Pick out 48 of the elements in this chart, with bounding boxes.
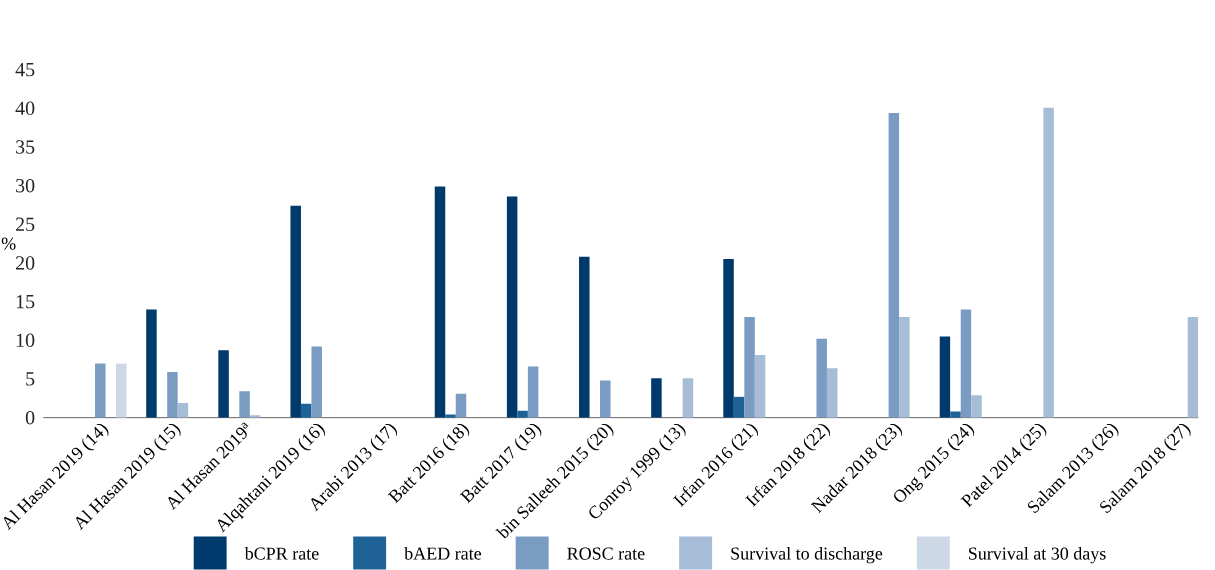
legend-label: bCPR rate [244, 546, 319, 560]
bar [939, 336, 951, 418]
bar [960, 309, 972, 418]
bar [434, 186, 446, 418]
bar [888, 112, 900, 418]
y-tick-label: 15 [16, 294, 35, 309]
bar [311, 346, 322, 418]
y-tick-label: 0 [25, 410, 35, 425]
bar [651, 378, 662, 418]
y-tick-label: 30 [16, 178, 35, 193]
bar [527, 366, 539, 418]
bar [1043, 107, 1054, 418]
bar [826, 368, 838, 418]
bar [899, 317, 910, 418]
bar [971, 395, 982, 418]
bar [167, 372, 178, 418]
bar [579, 256, 590, 418]
y-tick-label: 10 [16, 333, 35, 348]
legend-label: Survival at 30 days [969, 546, 1106, 564]
bar [177, 402, 189, 418]
bar [517, 410, 528, 418]
bar [744, 317, 755, 418]
bar [506, 196, 518, 418]
legend-label: bAED rate [404, 546, 482, 560]
bar [723, 259, 734, 418]
y-tick-label: 5 [26, 372, 35, 386]
bar [600, 380, 611, 418]
bar [733, 396, 745, 418]
bar [146, 309, 157, 418]
y-tick-label: 20 [15, 256, 35, 270]
bar [754, 355, 766, 418]
bar [218, 350, 229, 418]
legend-label: Survival to discharge [731, 546, 883, 564]
bar [816, 338, 827, 418]
bar [455, 393, 467, 418]
legend-label: ROSC rate [567, 547, 645, 560]
y-tick-label: 45 [15, 62, 35, 77]
bar [239, 391, 250, 418]
bar [290, 205, 301, 418]
y-tick-label: 25 [15, 217, 35, 232]
y-axis-title: % [1, 237, 16, 250]
y-tick-label: 40 [15, 101, 35, 116]
bar [95, 363, 106, 418]
bar [682, 378, 694, 418]
bar [1187, 317, 1199, 418]
bar [950, 411, 961, 418]
y-tick-label: 35 [16, 140, 35, 154]
bar [116, 363, 127, 418]
